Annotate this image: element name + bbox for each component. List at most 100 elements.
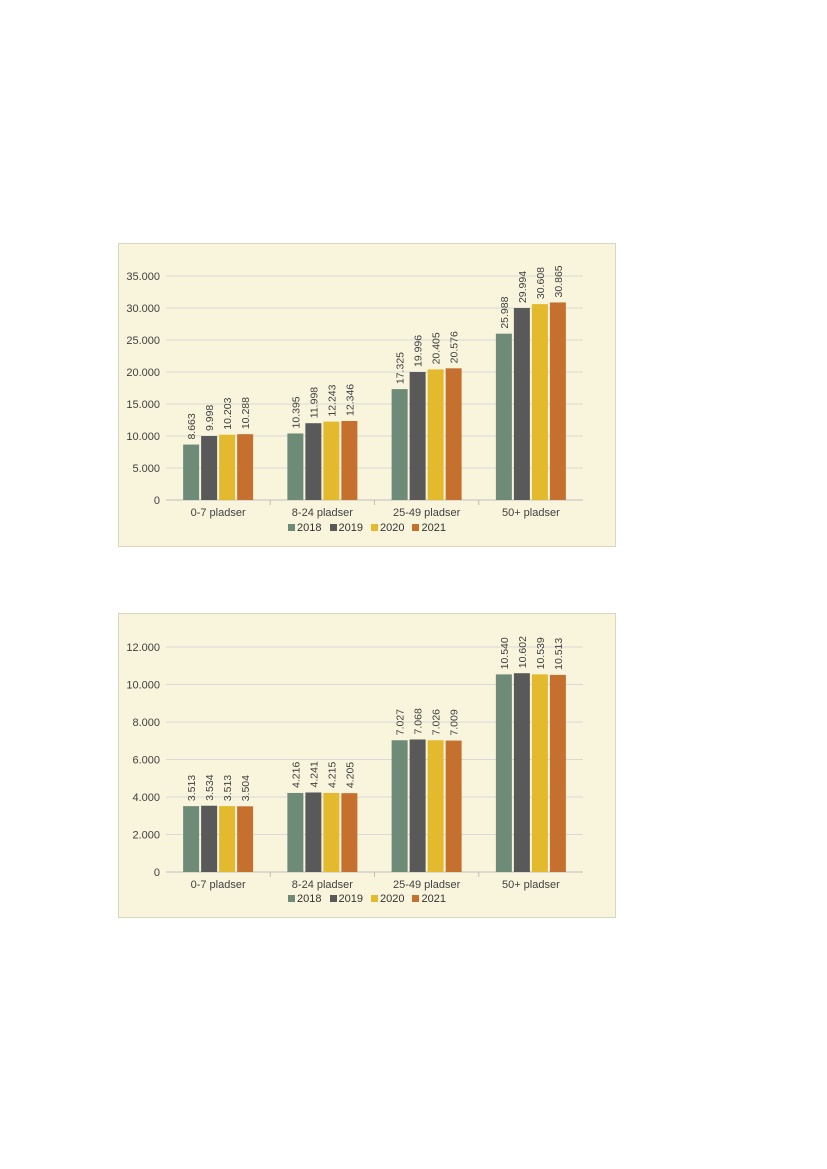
bar-2018-4 (495, 333, 512, 500)
data-label: 4.241 (308, 761, 320, 787)
legend-swatch (371, 895, 378, 902)
y-tick-label: 0 (154, 867, 160, 879)
data-label: 10.602 (517, 636, 529, 668)
bar-2018-2 (287, 433, 304, 500)
y-tick-label: 6.000 (132, 755, 160, 767)
data-label: 3.534 (204, 774, 216, 800)
bar-2018-3 (391, 389, 408, 500)
data-label: 7.009 (449, 709, 461, 735)
bar-chart-1: 0 5.000 10.000 15.000 20.000 25.000 30.000 35.0… (126, 265, 583, 519)
legend-swatch (288, 895, 296, 902)
bar-2021-3 (445, 368, 462, 500)
bar-chart-2: 0 2.000 4.000 6.000 8.000 10.000 12.000 0-7 pla… (126, 636, 583, 891)
bar-2019-3 (409, 739, 426, 872)
legend-label: 2020 (380, 522, 405, 534)
bar-2019-4 (513, 308, 530, 500)
bar-2020-3 (427, 369, 444, 500)
x-tick-label: 0-7 pladser (191, 879, 246, 891)
y-tick-label: 12.000 (126, 642, 160, 654)
legend-item-2019: 2019 (329, 893, 363, 905)
bar-2018-3 (391, 740, 408, 872)
bar-2021-1 (237, 434, 254, 500)
legend-label: 2021 (421, 893, 446, 905)
data-label: 12.243 (326, 384, 338, 416)
legend-label: 2018 (297, 522, 322, 534)
data-label: 3.513 (222, 775, 234, 801)
data-label: 3.513 (186, 775, 198, 801)
bar-2019-2 (305, 423, 322, 500)
data-label: 25.988 (499, 296, 511, 328)
data-label: 10.203 (222, 397, 234, 429)
y-tick-label: 10.000 (126, 680, 160, 692)
bar-2021-3 (445, 740, 462, 872)
bar-2021-1 (237, 806, 254, 872)
data-label: 30.608 (535, 267, 547, 299)
x-tick-label: 50+ pladser (502, 507, 560, 519)
bar-2019-1 (201, 436, 218, 500)
data-label: 4.215 (326, 762, 338, 788)
x-tick-label: 25-49 pladser (393, 507, 461, 519)
y-tick-label: 8.000 (132, 717, 160, 729)
data-label: 20.576 (449, 331, 461, 363)
data-label: 7.068 (413, 708, 425, 734)
legend-swatch (412, 524, 420, 531)
bar-2020-1 (219, 806, 236, 872)
bar-2021-4 (549, 302, 566, 500)
legend-swatch (329, 895, 337, 902)
y-tick-label: 5.000 (132, 463, 160, 475)
data-label: 30.865 (553, 265, 565, 297)
data-label: 3.504 (240, 775, 252, 801)
legend-item-2020: 2020 (371, 522, 404, 534)
legend-swatch (329, 524, 337, 531)
bar-2019-3 (409, 372, 426, 500)
legend-item-2021: 2021 (412, 893, 446, 905)
x-tick-label: 50+ pladser (502, 879, 560, 891)
y-tick-label: 0 (154, 495, 160, 507)
y-tick-label: 30.000 (126, 303, 160, 315)
chart-legend-1: 2018 2019 2020 2021 (119, 522, 615, 534)
y-tick-label: 15.000 (126, 399, 160, 411)
bar-2021-2 (341, 793, 358, 872)
data-label: 12.346 (344, 384, 356, 416)
data-label: 10.395 (290, 396, 302, 428)
data-label: 10.288 (240, 397, 252, 429)
chart-panel-1: 0 5.000 10.000 15.000 20.000 25.000 30.000 35.0… (118, 243, 616, 547)
legend-item-2021: 2021 (412, 522, 446, 534)
bar-2018-2 (287, 792, 304, 872)
legend-label: 2019 (338, 522, 363, 534)
chart-legend-2: 2018 2019 2020 2021 (119, 893, 615, 905)
data-label: 10.540 (499, 637, 511, 669)
legend-label: 2020 (380, 893, 405, 905)
legend-label: 2018 (297, 893, 322, 905)
data-label: 4.216 (290, 762, 302, 788)
bar-2018-1 (183, 444, 200, 500)
data-label: 7.026 (431, 709, 443, 735)
data-label: 10.513 (553, 638, 565, 670)
data-label: 8.663 (186, 413, 198, 439)
bar-2020-2 (323, 792, 340, 872)
bar-2021-4 (549, 674, 566, 872)
bar-2019-4 (513, 673, 530, 872)
bar-2019-2 (305, 792, 322, 872)
y-tick-label: 4.000 (132, 792, 160, 804)
y-tick-label: 20.000 (126, 367, 160, 379)
data-label: 9.998 (204, 405, 216, 431)
bar-2020-3 (427, 740, 444, 872)
legend-label: 2021 (421, 522, 446, 534)
bar-2021-2 (341, 420, 358, 500)
legend-label: 2019 (338, 893, 363, 905)
legend-item-2018: 2018 (288, 893, 322, 905)
bar-2020-4 (531, 304, 548, 500)
y-tick-label: 2.000 (132, 830, 160, 842)
bar-2019-1 (201, 805, 218, 872)
data-label: 17.325 (395, 352, 407, 384)
data-label: 19.996 (413, 335, 425, 367)
legend-item-2018: 2018 (288, 522, 322, 534)
legend-swatch (288, 524, 296, 531)
data-label: 11.998 (308, 387, 320, 418)
y-tick-label: 35.000 (126, 271, 160, 283)
x-tick-label: 8-24 pladser (292, 507, 353, 519)
chart-panel-2: 0 2.000 4.000 6.000 8.000 10.000 12.000 0-7 pla… (118, 613, 616, 918)
x-tick-label: 25-49 pladser (393, 879, 461, 891)
bar-2018-4 (495, 674, 512, 872)
